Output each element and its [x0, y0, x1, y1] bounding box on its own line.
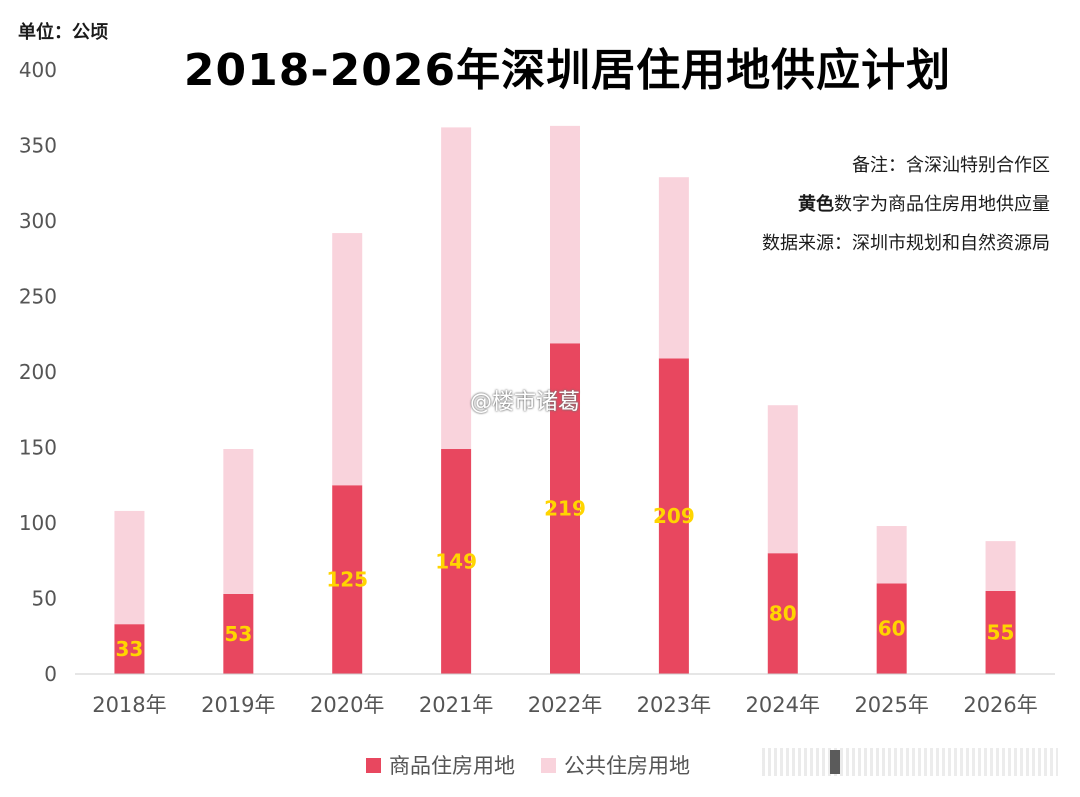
- legend-item-commercial[interactable]: 商品住房用地: [366, 750, 515, 780]
- data-label-commercial: 149: [435, 550, 477, 574]
- note-yellow-desc: 数字为商品住房用地供应量: [834, 194, 1050, 215]
- data-label-commercial: 53: [224, 622, 252, 646]
- bar-public[interactable]: [550, 125, 580, 344]
- x-tick-label: 2019年: [201, 693, 275, 717]
- scroll-indicator: [762, 748, 1058, 776]
- data-label-commercial: 33: [116, 637, 144, 661]
- bar-public[interactable]: [876, 526, 907, 584]
- legend-item-public[interactable]: 公共住房用地: [541, 750, 690, 780]
- x-tick-label: 2018年: [92, 693, 166, 717]
- legend: 商品住房用地 公共住房用地: [366, 750, 716, 780]
- data-label-commercial: 125: [326, 568, 368, 592]
- y-tick-label: 350: [19, 134, 57, 158]
- data-label-commercial: 55: [987, 620, 1015, 644]
- x-tick-label: 2020年: [310, 693, 384, 717]
- y-tick-label: 300: [19, 209, 57, 233]
- legend-label-public: 公共住房用地: [564, 754, 690, 778]
- note-yellow-numbers: 黄色数字为商品住房用地供应量: [762, 185, 1050, 224]
- y-tick-label: 150: [19, 436, 57, 460]
- legend-label-commercial: 商品住房用地: [389, 754, 515, 778]
- bar-commercial[interactable]: [658, 358, 689, 674]
- legend-swatch-commercial: [366, 757, 381, 773]
- bar-commercial[interactable]: [332, 485, 363, 674]
- note-source: 数据来源：深圳市规划和自然资源局: [762, 233, 1050, 254]
- y-tick-label: 400: [19, 58, 57, 82]
- legend-swatch-public: [541, 757, 556, 773]
- chart-title: 2018-2026年深圳居住用地供应计划: [183, 45, 952, 96]
- x-tick-label: 2024年: [746, 693, 820, 717]
- scroll-indicator-knob: [830, 750, 840, 774]
- bar-public[interactable]: [332, 233, 363, 486]
- bar-commercial[interactable]: [550, 343, 580, 674]
- bar-public[interactable]: [223, 449, 254, 594]
- data-label-commercial: 209: [653, 504, 695, 528]
- x-tick-label: 2025年: [854, 693, 928, 717]
- data-label-commercial: 60: [878, 617, 906, 641]
- bar-commercial[interactable]: [767, 553, 798, 674]
- bar-commercial[interactable]: [441, 449, 472, 674]
- y-tick-label: 200: [19, 360, 57, 384]
- x-axis: 2018年 2019年 2020年 2021年 2022年 2023年 2024年 2025年…: [75, 673, 1055, 717]
- y-tick-label: 250: [19, 285, 57, 309]
- data-label-commercial: 219: [544, 497, 586, 521]
- bar-public[interactable]: [441, 127, 472, 450]
- y-axis: 0 50 100 150 200 250 300 350 400: [19, 58, 57, 686]
- bar-public[interactable]: [114, 510, 145, 625]
- y-tick-label: 100: [19, 511, 57, 535]
- note-emphasis: 黄色: [798, 194, 834, 215]
- bar-public[interactable]: [658, 177, 689, 359]
- x-tick-label: 2022年: [528, 693, 602, 717]
- y-tick-label: 0: [44, 662, 57, 686]
- bar-commercial[interactable]: [876, 583, 907, 674]
- watermark: @楼市诸葛: [470, 390, 581, 415]
- data-label-commercial: 80: [769, 602, 797, 626]
- bar-public[interactable]: [767, 405, 798, 554]
- x-tick-label: 2026年: [963, 693, 1037, 717]
- bar-commercial[interactable]: [114, 624, 145, 674]
- bar-commercial[interactable]: [985, 590, 1016, 674]
- bar-commercial[interactable]: [223, 593, 254, 674]
- y-tick-label: 50: [32, 587, 57, 611]
- bar-public[interactable]: [985, 541, 1016, 591]
- note-region: 备注：含深汕特别合作区: [852, 155, 1050, 176]
- bars: 33 53 125 149 219 209 80 60 55: [114, 125, 1016, 674]
- x-tick-label: 2023年: [637, 693, 711, 717]
- unit-label: 单位：公顷: [18, 22, 108, 43]
- chart-notes: 备注：含深汕特别合作区 黄色数字为商品住房用地供应量 数据来源：深圳市规划和自然…: [762, 146, 1050, 263]
- x-tick-label: 2021年: [419, 693, 493, 717]
